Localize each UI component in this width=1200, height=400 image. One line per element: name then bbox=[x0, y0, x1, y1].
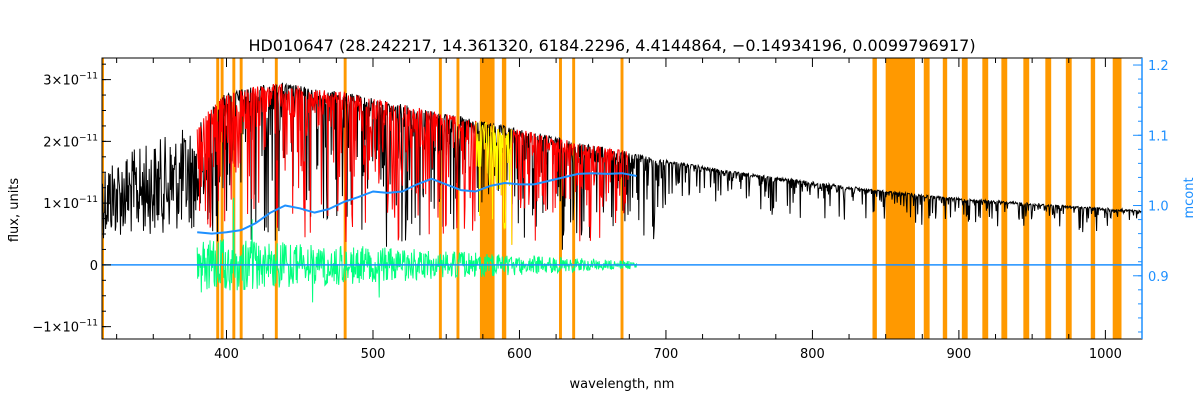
x-tick-label: 400 bbox=[214, 347, 239, 362]
mask-band-13 bbox=[620, 58, 624, 339]
y-tick-label: 0 bbox=[90, 259, 98, 274]
mask-band-2 bbox=[220, 58, 224, 339]
x-axis-title: wavelength, nm bbox=[570, 377, 675, 392]
y-axis-ticks: −1×10−11 0 1×10−11 2×10−11 3×10−11 bbox=[32, 63, 111, 336]
mask-band-19 bbox=[982, 58, 989, 339]
mask-band-25 bbox=[1112, 58, 1122, 339]
x-tick-label: 1000 bbox=[1089, 347, 1122, 362]
y-tick-label: 2×10−11 bbox=[43, 133, 98, 150]
mask-band-24 bbox=[1090, 58, 1096, 339]
mask-band-8 bbox=[456, 58, 460, 339]
y2-tick-label: 1.1 bbox=[1148, 129, 1169, 144]
model-spectrum bbox=[196, 83, 630, 245]
mask-band-23 bbox=[1065, 58, 1072, 339]
x-tick-label: 700 bbox=[654, 347, 679, 362]
y2-tick-label: 1.0 bbox=[1148, 200, 1169, 215]
mask-band-22 bbox=[1045, 58, 1052, 339]
y2-tick-label: 0.9 bbox=[1148, 270, 1169, 285]
mask-band-21 bbox=[1023, 58, 1030, 339]
x-tick-label: 600 bbox=[507, 347, 532, 362]
continuum-curve bbox=[197, 172, 637, 235]
mask-band-18 bbox=[961, 58, 968, 339]
continuum-line bbox=[197, 172, 637, 235]
residuals bbox=[102, 197, 1142, 303]
mask-band-20 bbox=[1001, 58, 1008, 339]
y-tick-label: 3×10−11 bbox=[43, 72, 98, 89]
residual-points bbox=[196, 197, 638, 303]
mask-band-7 bbox=[438, 58, 442, 339]
right-axis-ticks: 0.9 1.0 1.1 1.2 bbox=[1133, 59, 1169, 333]
x-tick-label: 800 bbox=[800, 347, 825, 362]
chart-title: HD010647 (28.242217, 14.361320, 6184.229… bbox=[248, 36, 975, 55]
model-line bbox=[196, 83, 630, 245]
x-axis-ticks: 400 500 600 700 800 900 1000 bbox=[116, 58, 1122, 362]
x-tick-label: 900 bbox=[946, 347, 971, 362]
y-tick-label: 1×10−11 bbox=[43, 195, 98, 212]
mask-band-16 bbox=[923, 58, 930, 339]
right-axis-title: mcont bbox=[1182, 177, 1197, 218]
model-highlight-line bbox=[475, 120, 513, 245]
mask-band-4 bbox=[239, 58, 243, 339]
y-axis-title: flux, units bbox=[7, 178, 22, 243]
y-tick-label: −1×10−11 bbox=[32, 319, 98, 336]
mask-band-10 bbox=[501, 58, 507, 339]
x-tick-label: 500 bbox=[361, 347, 386, 362]
y2-tick-label: 1.2 bbox=[1148, 59, 1169, 74]
